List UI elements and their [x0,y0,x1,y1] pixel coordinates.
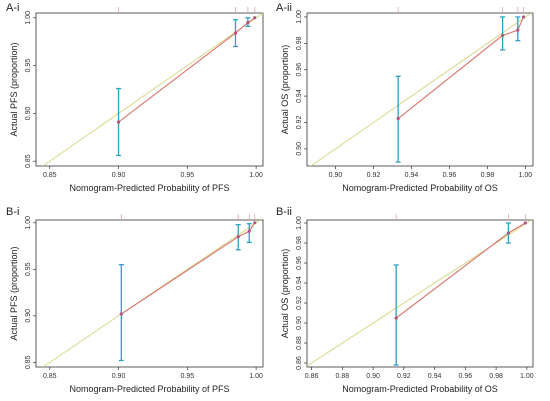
x-tick-label: 0.95 [181,172,195,179]
plot-frame [35,219,264,368]
y-tick-label: 0.94 [296,276,303,290]
x-tick-label: 0.90 [112,172,126,179]
plot-area [42,13,263,166]
x-tick-label: 0.98 [489,373,503,380]
panel-a-i: 0.85 0.90 0.95 1.00 0.85 0.90 0.95 1.00 Nomogram… [9,7,264,193]
y-tick-label: 0.94 [296,89,303,103]
x-tick-label: 1.00 [519,172,533,179]
y-tick-label: 1.00 [296,216,303,230]
x-tick-label: 0.94 [428,373,442,380]
plot-frame [35,12,264,167]
panel-a-ii: 0.90 0.92 0.94 0.96 0.98 1.00 0.90 0.92 0.94 0.96… [280,7,534,193]
x-tick-label: 0.95 [181,373,195,380]
y-tick-label: 0.90 [25,309,32,323]
x-tick-label: 0.90 [366,373,380,380]
panel-b-i: 0.85 0.90 0.95 1.00 0.85 0.90 0.95 1.00 Nomogram… [9,214,264,394]
y-tick-label: 1.00 [25,11,32,25]
y-tick-label: 0.85 [25,355,32,369]
x-tick-label: 0.92 [397,373,411,380]
plot-frame [306,219,534,368]
x-axis-label: Nomogram-Predicted Probability of PFS [69,183,229,193]
y-tick-label: 0.96 [296,256,303,270]
y-axis-label: Actual OS (proportion) [280,249,290,339]
calibration-line [120,222,256,315]
x-tick-label: 0.86 [305,373,319,380]
panel-label-b-i: B-i [6,206,20,218]
data-point [523,221,527,225]
y-tick-label: 0.86 [296,356,303,370]
y-tick-label: 0.95 [25,59,32,73]
data-point [233,31,238,35]
x-tick-label: 0.96 [443,172,457,179]
calibration-line [395,222,526,319]
y-tick-label: 0.92 [296,296,303,310]
data-point [253,221,257,225]
data-point [516,28,520,32]
data-point [247,229,251,233]
y-tick-label: 0.88 [296,336,303,350]
panel-label-a-i: A-i [6,2,20,14]
y-tick-label: 1.00 [25,216,32,230]
x-tick-label: 0.85 [43,373,57,380]
y-axis-label: Actual OS (proportion) [280,45,290,135]
y-tick-label: 1.00 [296,10,303,24]
x-tick-label: 1.00 [249,373,263,380]
reference-line [42,13,263,166]
data-point [506,231,511,235]
x-tick-label: 0.96 [459,373,473,380]
x-tick-label: 1.00 [249,172,263,179]
y-tick-label: 0.98 [296,236,303,250]
x-axis-label: Nomogram-Predicted Probability of OS [342,183,498,193]
data-point [116,120,121,124]
data-point [501,33,505,38]
panel-b-ii: 0.86 0.88 0.90 0.92 0.94 0.96 0.98 1.00 0.86 0.88… [280,214,534,394]
x-tick-label: 0.98 [481,172,495,179]
data-point [236,235,240,239]
y-tick-label: 0.90 [296,316,303,330]
reference-line [307,220,532,367]
data-point [119,312,123,316]
x-tick-label: 0.90 [329,172,343,179]
reference-line [310,13,532,166]
x-tick-label: 0.92 [367,172,381,179]
x-tick-label: 0.85 [43,172,57,179]
panel-label-a-ii: A-ii [276,2,292,14]
data-point [246,20,250,25]
y-tick-label: 0.98 [296,36,303,50]
calibration-line [118,17,256,123]
data-point [394,316,398,320]
x-tick-label: 0.94 [405,172,419,179]
data-point [396,116,400,121]
x-axis-label: Nomogram-Predicted Probability of OS [342,384,498,394]
x-tick-label: 1.00 [520,373,534,380]
x-axis-label: Nomogram-Predicted Probability of PFS [69,384,229,394]
data-point [253,16,257,20]
y-tick-label: 0.96 [296,63,303,77]
calibration-line [397,16,525,119]
x-tick-label: 0.90 [112,373,126,380]
x-tick-label: 0.88 [336,373,350,380]
panel-label-b-ii: B-ii [276,206,292,218]
y-tick-label: 0.92 [296,116,303,130]
y-tick-label: 0.90 [296,142,303,156]
plot-frame [306,12,534,167]
y-tick-label: 0.95 [25,262,32,276]
y-tick-label: 0.90 [25,106,32,120]
y-axis-label: Actual PFS (proportion) [9,246,19,340]
data-point [521,15,526,19]
y-tick-label: 0.85 [25,154,32,168]
plot-area [42,220,261,367]
plot-area [307,220,532,367]
y-axis-label: Actual PFS (proportion) [9,42,19,136]
plot-area [310,13,532,166]
